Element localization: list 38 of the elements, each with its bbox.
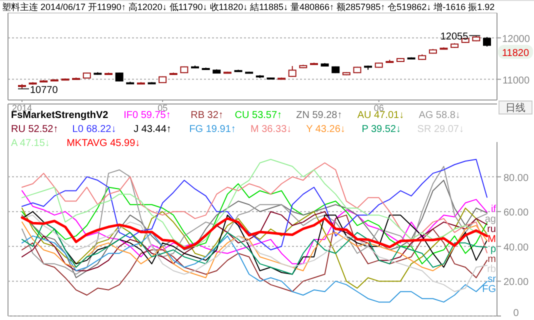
text: MKTAVG 45.99↓: [66, 138, 140, 149]
annotation: m: [488, 254, 496, 266]
text: FG 19.91↑: [189, 124, 236, 135]
y-tick-label: 80.00: [503, 172, 529, 184]
y-tick-label: 12000: [502, 34, 530, 45]
text: 日线: [506, 102, 526, 114]
text: IF0 59.75↑: [124, 110, 171, 121]
annotation: if: [491, 204, 496, 216]
candlestick: [288, 66, 296, 78]
text: Y 43.26↓: [306, 124, 346, 135]
y-tick-label: 20.00: [503, 277, 529, 288]
y-tick-label: 40.00: [503, 242, 529, 254]
candlestick: [483, 36, 491, 48]
annotation: p: [490, 244, 496, 256]
annotation: sr: [488, 274, 497, 286]
y-tick-label: 0: [513, 308, 520, 319]
text: AG 58.8↓: [418, 110, 460, 121]
text: CU 53.57↑: [234, 110, 282, 121]
text: A 47.15↓: [11, 138, 50, 149]
text: RB 32↑: [190, 110, 224, 121]
text: 11820: [502, 48, 530, 59]
legend-title: FsMarketStrengthV2: [11, 110, 109, 121]
text: M 36.33↓: [250, 124, 292, 135]
annotation: M: [488, 234, 496, 246]
text: L0 68.22↓: [72, 124, 116, 135]
annotation: 10770: [30, 84, 58, 96]
chart-title: 塑料主连 2014/06/17 开11990↑ 高12020↓ 低11790↓ 收11820↓ 結11885↓ 量480866↑ 额2857985↑ 仓519862↓ 增-1616 振1.92: [2, 2, 495, 12]
annotation: ru: [487, 224, 496, 236]
text: ZN 59.28↑: [296, 110, 342, 121]
y-tick-label: 60.00: [503, 208, 529, 219]
annotation: FG: [482, 284, 496, 296]
text: P 39.52↓: [362, 124, 401, 135]
annotation: 12055: [440, 32, 469, 43]
text: J 43.44↑: [134, 124, 172, 135]
annotation: ag: [484, 214, 496, 226]
y-tick-label: 11000: [502, 75, 530, 86]
text: AU 47.01↓: [357, 110, 404, 121]
text: RU 52.52↑: [11, 124, 58, 135]
